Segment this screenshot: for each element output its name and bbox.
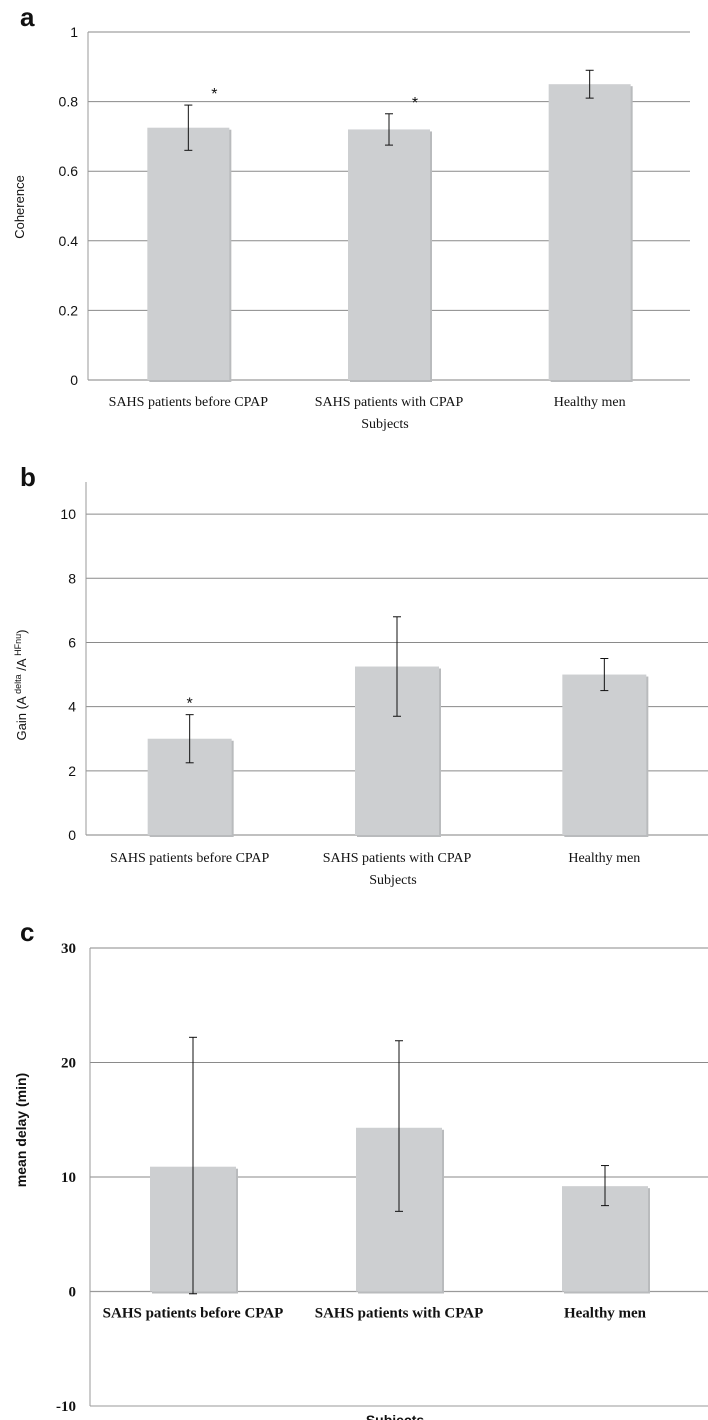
category-label: Healthy men — [564, 1306, 647, 1322]
y-tick-label: -10 — [56, 1399, 76, 1415]
bar — [562, 674, 647, 835]
x-axis-label: Subjects — [366, 1412, 425, 1420]
panel-letter-b: b — [20, 462, 36, 492]
significance-marker: * — [187, 696, 193, 713]
chart-panel-a: a 0 0.2 0.4 0.6 0.8 1 * SAHS patients before CP… — [0, 0, 708, 440]
panel-letter-a: a — [20, 2, 35, 32]
y-tick-label: 0.4 — [59, 233, 79, 249]
significance-marker: * — [211, 86, 217, 103]
y-axis-label: Gain (A delta /A HFnu) — [13, 630, 29, 741]
category-label: Healthy men — [568, 851, 640, 866]
category-label: Healthy men — [554, 395, 626, 410]
category-label: SAHS patients with CPAP — [323, 851, 472, 866]
bar — [147, 127, 230, 380]
bar — [548, 84, 631, 380]
y-tick-label: 0 — [70, 372, 78, 388]
category-label: SAHS patients with CPAP — [315, 395, 464, 410]
category-label: SAHS patients before CPAP — [103, 1306, 284, 1322]
y-tick-label: 0.6 — [59, 163, 79, 179]
y-tick-label: 4 — [68, 699, 76, 715]
y-tick-label: 2 — [68, 763, 76, 779]
category-label: SAHS patients before CPAP — [109, 395, 269, 410]
bar — [348, 129, 430, 380]
y-tick-label: 8 — [68, 570, 76, 586]
significance-marker: * — [412, 95, 418, 112]
y-tick-label: 0 — [69, 1285, 77, 1301]
y-tick-label: 30 — [61, 941, 76, 957]
x-axis-label: Subjects — [361, 417, 408, 432]
y-axis-label: Coherence — [12, 175, 27, 239]
chart-panel-b: b 0 2 4 6 8 10 * SAHS patients before CPAP SAHS … — [0, 460, 708, 900]
y-tick-label: 0.8 — [59, 94, 79, 110]
panel-letter-c: c — [20, 917, 35, 947]
y-tick-label: 1 — [70, 24, 78, 40]
y-tick-label: 0 — [68, 827, 76, 843]
y-tick-label: 20 — [61, 1056, 76, 1072]
y-tick-label: 10 — [61, 1170, 76, 1186]
x-axis-label: Subjects — [369, 873, 416, 888]
coherence-chart: 0 0.2 0.4 0.6 0.8 1 * SAHS patients before CPAP… — [12, 24, 690, 432]
category-label: SAHS patients before CPAP — [110, 851, 270, 866]
gain-chart: 0 2 4 6 8 10 * SAHS patients before CPAP SAHS pa… — [13, 482, 708, 888]
y-tick-label: 0.2 — [59, 302, 79, 318]
mean-delay-chart: -10 0 10 20 30 SAHS patients before CPAP SAHS … — [13, 941, 708, 1420]
chart-panel-c: c -10 0 10 20 30 SAHS patients before CPAP SAH… — [0, 915, 708, 1420]
category-label: SAHS patients with CPAP — [315, 1306, 484, 1322]
y-tick-label: 6 — [68, 634, 76, 650]
y-tick-label: 10 — [60, 506, 76, 522]
y-axis-label: mean delay (min) — [13, 1073, 29, 1187]
